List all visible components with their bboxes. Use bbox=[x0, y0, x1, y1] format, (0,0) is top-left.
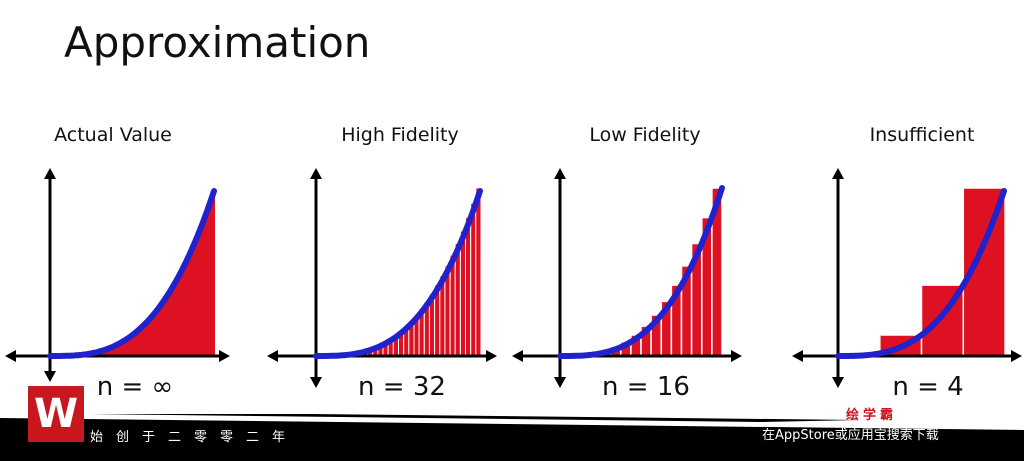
n-label-actual: n = ∞ bbox=[96, 372, 174, 402]
x-arrow-left bbox=[792, 350, 803, 362]
area-fill bbox=[50, 188, 215, 356]
logo: W bbox=[28, 386, 84, 442]
brand-name: 绘学霸 bbox=[846, 408, 898, 423]
function-curve bbox=[557, 185, 725, 359]
x-arrow-left bbox=[267, 350, 278, 362]
store-text: 在AppStore或应用宝搜索下载 bbox=[762, 428, 939, 443]
x-arrow-right bbox=[219, 350, 230, 362]
banner-band bbox=[0, 418, 1024, 461]
x-arrow-left bbox=[5, 350, 16, 362]
function-curve bbox=[47, 188, 217, 359]
panel-title-insufficient: Insufficient bbox=[869, 124, 975, 146]
panel-high-fidelity bbox=[267, 168, 497, 388]
x-arrow-right bbox=[486, 350, 497, 362]
panel-title-actual: Actual Value bbox=[54, 124, 172, 146]
y-arrow-down bbox=[554, 377, 566, 388]
y-arrow-up bbox=[44, 168, 56, 179]
panel-actual-value bbox=[5, 168, 230, 382]
function-curve bbox=[313, 188, 483, 359]
y-arrow-down bbox=[44, 371, 56, 382]
panel-title-low: Low Fidelity bbox=[589, 124, 701, 146]
banner-stripe bbox=[90, 414, 860, 422]
n-label-low: n = 16 bbox=[602, 372, 690, 402]
x-arrow-left bbox=[512, 350, 523, 362]
n-label-high: n = 32 bbox=[358, 372, 446, 402]
approx-bar bbox=[459, 230, 467, 357]
page-title: Approximation bbox=[64, 18, 371, 67]
approx-bar bbox=[475, 187, 482, 357]
approx-bar bbox=[465, 217, 472, 357]
y-arrow-up bbox=[832, 168, 844, 179]
x-arrow-right bbox=[1011, 350, 1022, 362]
function-curve bbox=[835, 188, 1007, 359]
bottom-banner bbox=[0, 414, 1024, 461]
approx-bar bbox=[470, 202, 477, 357]
panel-low-fidelity bbox=[512, 168, 742, 388]
y-arrow-up bbox=[554, 168, 566, 179]
y-arrow-down bbox=[832, 377, 844, 388]
x-arrow-right bbox=[731, 350, 742, 362]
y-arrow-down bbox=[310, 377, 322, 388]
n-label-insufficient: n = 4 bbox=[892, 372, 964, 402]
tagline: 始创于二零零二年 bbox=[90, 430, 299, 445]
y-arrow-up bbox=[310, 168, 322, 179]
panel-title-high: High Fidelity bbox=[341, 124, 459, 146]
panel-insufficient bbox=[792, 168, 1022, 388]
